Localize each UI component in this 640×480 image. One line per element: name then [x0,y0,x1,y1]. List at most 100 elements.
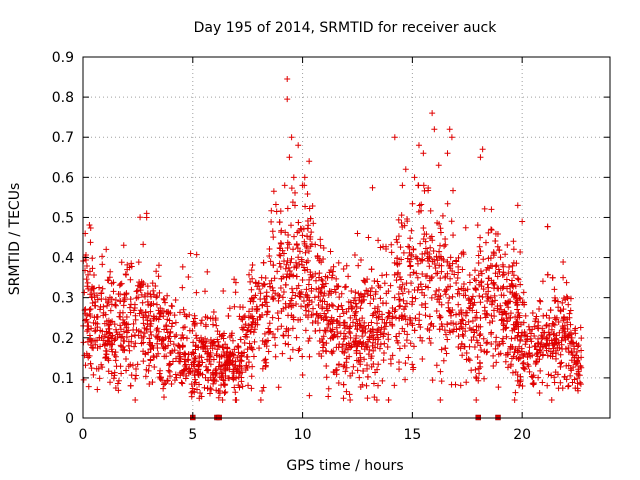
data-point [97,306,104,313]
data-point [497,302,504,309]
data-point [494,243,501,250]
data-point [317,289,324,296]
data-point [99,253,106,260]
data-point [568,357,575,364]
data-point [186,311,193,318]
data-point [300,298,307,305]
data-point [438,268,445,275]
data-point [363,342,370,349]
data-point [516,294,523,301]
data-point [401,306,408,313]
data-point [526,344,533,351]
data-point [89,344,96,351]
data-point [323,374,330,381]
data-point [285,327,292,334]
data-point [238,374,245,381]
data-point [302,203,309,210]
data-point [165,367,172,374]
data-point [510,238,517,245]
data-point [142,350,149,357]
data-point [92,302,99,309]
data-point [216,331,223,338]
data-point [325,385,332,392]
data-point [286,267,293,274]
data-point [573,340,580,347]
data-point [262,339,269,346]
data-point [495,384,502,391]
data-point [544,335,551,342]
data-point [124,261,131,268]
data-point [462,312,469,319]
data-point [97,327,104,334]
data-point [442,291,449,298]
data-point [213,366,220,373]
data-point [417,334,424,341]
data-point [132,396,139,403]
data-point [544,271,551,278]
data-point [406,249,413,256]
data-point [336,313,343,320]
data-point [437,314,444,321]
data-point [369,184,376,191]
data-point [319,277,326,284]
data-point [410,343,417,350]
data-point [399,182,406,189]
data-point [289,289,296,296]
data-point [408,227,415,234]
data-point [170,341,177,348]
data-point [252,319,259,326]
data-point [322,280,329,287]
data-point [401,343,408,350]
data-point [551,294,558,301]
data-point [420,225,427,232]
data-point [509,262,516,269]
data-point [551,322,558,329]
data-point [87,305,94,312]
data-point [296,261,303,268]
data-point [105,357,112,364]
data-point [528,338,535,345]
data-point [364,338,371,345]
data-point [229,330,236,337]
data-point [126,347,133,354]
data-point [404,331,411,338]
data-point [488,340,495,347]
data-point [275,297,282,304]
data-point [550,321,557,327]
data-point [114,380,121,387]
data-point [493,262,500,269]
data-point [218,353,225,360]
data-point [496,309,503,316]
data-point [140,314,147,321]
data-point [517,248,524,255]
data-point [415,182,422,189]
data-point [348,305,355,312]
data-point [338,302,345,309]
data-point [289,199,296,206]
data-point [132,340,139,347]
data-point [575,387,582,394]
data-point [85,326,92,333]
data-point [291,202,298,209]
data-point [455,263,462,270]
data-point [266,245,273,252]
data-point [246,271,253,278]
data-point [247,298,254,305]
data-point [454,274,461,281]
data-point [335,303,342,310]
data-point [275,315,282,322]
data-point [283,274,290,281]
data-point [319,339,326,346]
data-point [231,276,238,283]
data-point [438,378,445,385]
data-point [266,320,273,327]
data-point [229,337,236,344]
data-point [312,270,319,277]
data-point [176,343,183,350]
data-point [566,310,573,317]
data-point [573,360,580,367]
data-point [323,363,330,370]
data-point [279,294,286,301]
data-point [288,255,295,262]
data-point [112,335,119,342]
